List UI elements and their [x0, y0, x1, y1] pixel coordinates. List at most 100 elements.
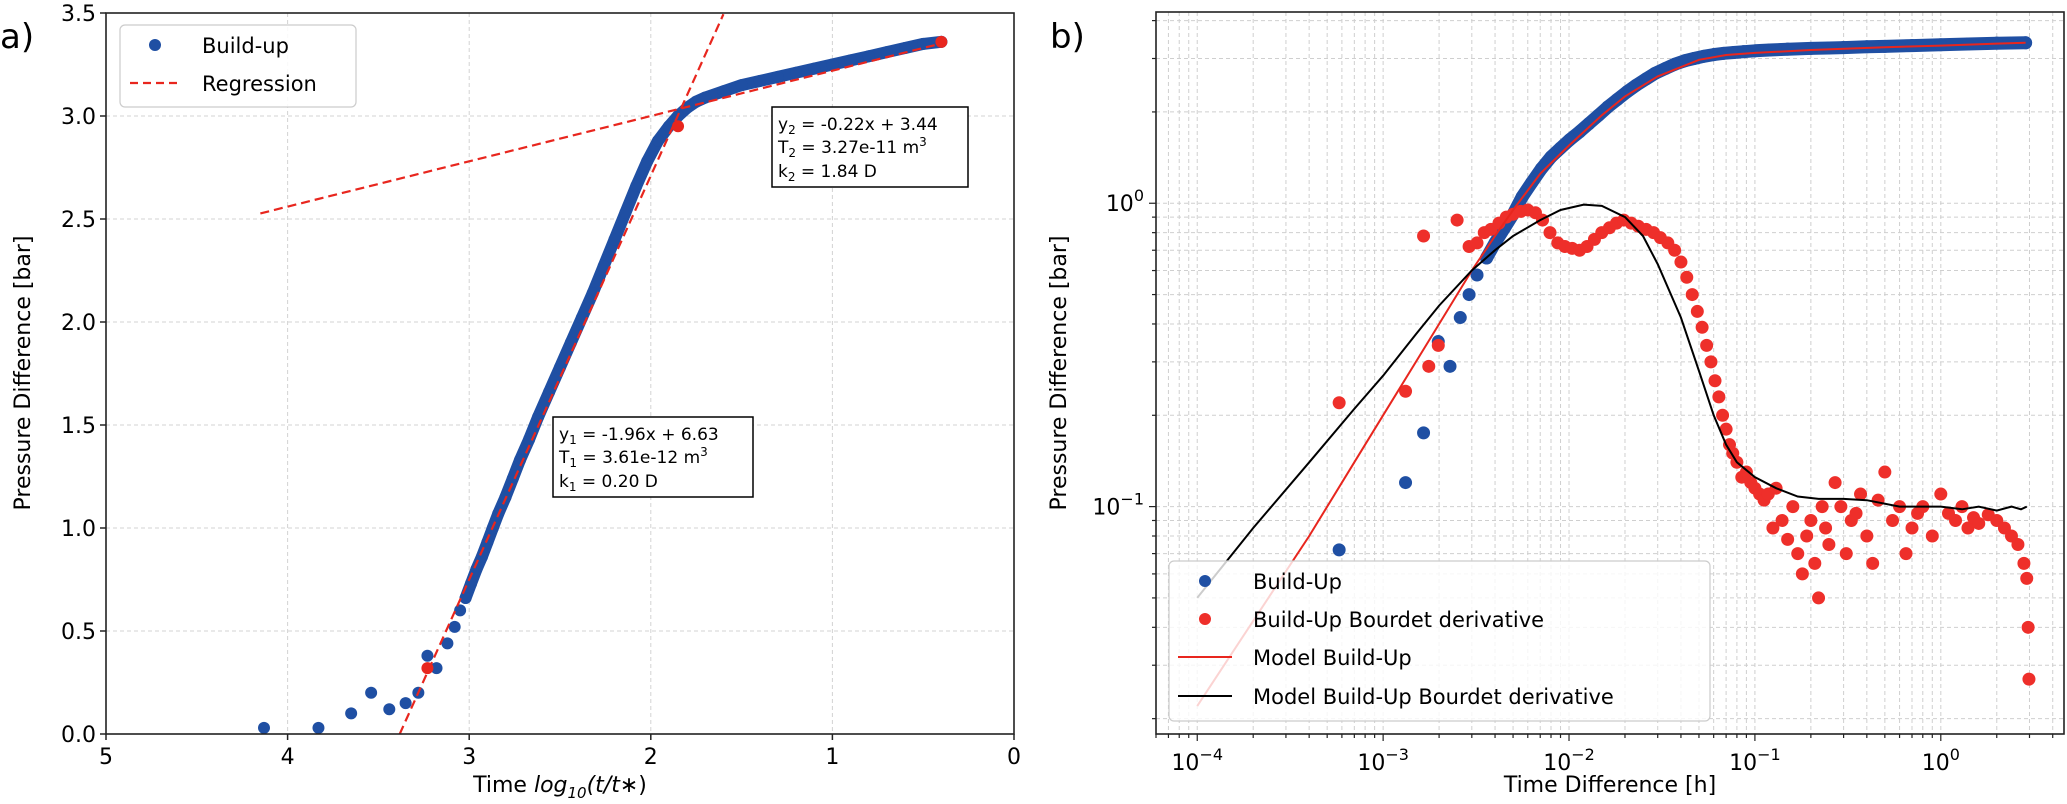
annotation-1-line-2: T1 = 3.61e-12 m3 [558, 445, 708, 470]
build-up-point [345, 707, 358, 720]
legend-label-bourdet-derivative: Build-Up Bourdet derivative [1253, 608, 1544, 632]
x-tick-label: 1 [825, 745, 839, 770]
build-up-point [652, 134, 665, 147]
regression-line-1 [398, 13, 725, 735]
bourdet-derivative-point [1955, 500, 1969, 514]
build-up-point [880, 46, 893, 59]
legend-box [119, 24, 357, 108]
build-up-point [514, 454, 527, 467]
bourdet-derivative-point [1972, 516, 1986, 530]
build-up-point [1443, 359, 1457, 373]
regression-endpoint [672, 120, 685, 133]
y-tick-label: 2.5 [61, 208, 96, 233]
bourdet-derivative-point [1704, 355, 1718, 369]
build-up-point [808, 62, 821, 75]
build-up-point [532, 410, 545, 423]
regression-line-2 [260, 42, 942, 215]
build-up-point [717, 85, 730, 98]
annotation-2-line-3: k2 = 1.84 D [778, 162, 877, 184]
bourdet-derivative-point [1332, 396, 1346, 410]
panel-a: a) 5 4 3 2 1 0 0.0 0.5 1.0 1.5 2.0 2.5 3.0 3.5 Time l… [0, 2, 1021, 802]
build-up-point [459, 592, 472, 605]
build-up-point [1453, 311, 1467, 325]
build-up-point [383, 703, 396, 716]
bourdet-derivative-point [1839, 547, 1853, 561]
bourdet-derivative-point [1815, 500, 1829, 514]
build-up-point [470, 563, 483, 576]
x-tick-label: 10−3 [1357, 745, 1409, 776]
panel-a-plot-area [257, 13, 948, 735]
bourdet-derivative-point [1795, 567, 1809, 581]
regression-endpoint [935, 35, 948, 48]
build-up-point [771, 70, 784, 83]
bourdet-derivative-point [1854, 487, 1868, 501]
legend-marker-build-up [149, 39, 161, 51]
legend-box [1168, 560, 1711, 722]
annotation-2-line-1: y2 = -0.22x + 3.44 [778, 115, 938, 137]
x-tick-label: 10−1 [1729, 745, 1781, 776]
legend-marker-bourdet-derivative [1199, 613, 1211, 625]
panel-b-ticks: 10−4 10−3 10−2 10−1 100 10−1 100 [1092, 20, 2054, 776]
bourdet-derivative-point [1543, 226, 1557, 240]
regression-endpoint [421, 662, 434, 675]
build-up-point [1804, 41, 1818, 55]
build-up-point [1417, 426, 1431, 440]
panel-b-x-axis-label: Time Difference [h] [1503, 773, 1716, 798]
build-up-point [365, 686, 378, 699]
build-up-point [257, 721, 270, 734]
x-tick-label: 10−4 [1171, 745, 1223, 776]
bourdet-derivative-point [1668, 243, 1682, 257]
build-up-point [1748, 44, 1762, 58]
panel-a-legend: Build-up Regression [119, 24, 357, 108]
panel-b-frame [1155, 11, 2065, 735]
build-up-point [1822, 41, 1836, 55]
bourdet-derivative-point [1925, 529, 1939, 543]
build-up-point [844, 54, 857, 67]
bourdet-derivative-point [1700, 338, 1714, 352]
build-up-dense-trace [1480, 36, 2033, 265]
bourdet-derivative-point [1878, 465, 1892, 479]
bourdet-derivative-point [1766, 521, 1780, 535]
bourdet-derivative-point [1819, 521, 1833, 535]
bourdet-derivative-point [1690, 304, 1704, 318]
bourdet-derivative-point [1712, 390, 1726, 404]
annotation-1-line-1: y1 = -1.96x + 6.63 [559, 425, 719, 447]
x-tick-label: 100 [1922, 745, 1960, 776]
build-up-point [475, 550, 488, 563]
build-up-point [1601, 100, 1615, 114]
legend-label-model-build-up: Model Build-Up [1253, 646, 1412, 670]
build-up-point [1860, 40, 1874, 54]
panel-b-legend: Build-Up Build-Up Bourdet derivative Mod… [1168, 560, 1711, 722]
bourdet-derivative-point [2020, 571, 2034, 585]
bourdet-derivative-point [1781, 532, 1795, 546]
x-tick-label: 0 [1007, 745, 1021, 770]
bourdet-derivative-point [1860, 529, 1874, 543]
build-up-point [543, 386, 556, 399]
bourdet-derivative-point [1808, 556, 1822, 570]
legend-label-build-up: Build-Up [1253, 570, 1342, 594]
y-tick-label: 100 [1106, 186, 1144, 217]
bourdet-derivative-point [1934, 487, 1948, 501]
build-up-point [1534, 162, 1548, 176]
build-up-point [597, 260, 610, 273]
panel-b: b) 10−4 10−3 10−2 10−1 100 10−1 100 Time Diffe… [1047, 11, 2065, 798]
build-up-point [481, 536, 494, 549]
bourdet-derivative-point [1775, 513, 1789, 527]
build-up-point [1763, 43, 1777, 57]
panel-a-y-axis-label: Pressure Difference [bar] [11, 236, 36, 511]
legend-label-model-derivative: Model Build-Up Bourdet derivative [1253, 685, 1614, 709]
bourdet-derivative-point [1716, 408, 1730, 422]
bourdet-derivative-point [1422, 359, 1436, 373]
build-up-point [753, 74, 766, 87]
build-up-point [454, 604, 467, 617]
build-up-point [430, 662, 443, 675]
panel-a-frame [105, 12, 1015, 735]
build-up-point [1687, 52, 1701, 66]
legend-marker-build-up [1199, 575, 1211, 587]
build-up-point [630, 180, 643, 193]
bourdet-derivative-point [1899, 547, 1913, 561]
build-up-point [399, 697, 412, 710]
bourdet-derivative-point [1417, 229, 1431, 243]
model-build-up-line [1196, 41, 2026, 707]
build-up-point [523, 433, 536, 446]
